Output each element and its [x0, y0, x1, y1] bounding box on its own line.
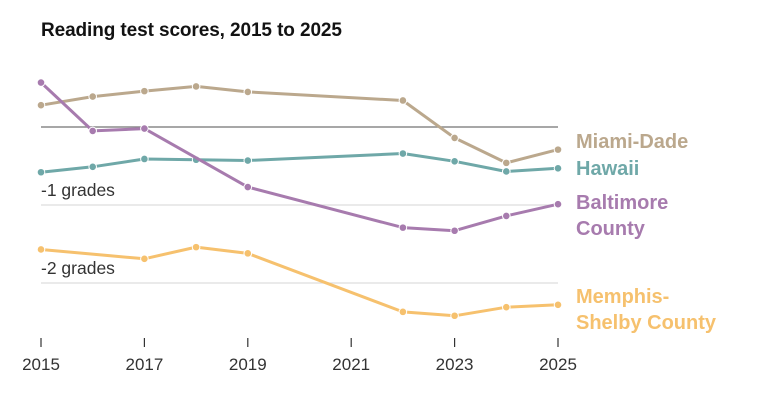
data-point — [398, 149, 408, 158]
x-axis: 2015 2017 2019 2021 2023 2025 — [22, 338, 577, 374]
series-hawaii — [36, 149, 563, 177]
data-point — [243, 249, 253, 258]
chart-title: Reading test scores, 2015 to 2025 — [41, 20, 342, 41]
series-label: Hawaii — [576, 158, 639, 180]
data-point — [553, 300, 563, 310]
series-miami-dade — [36, 82, 563, 168]
data-point — [243, 156, 253, 165]
series-line — [39, 245, 560, 318]
series-line — [39, 84, 560, 165]
x-tick-label: 2021 — [332, 355, 370, 374]
data-point — [140, 154, 149, 164]
data-point — [36, 245, 46, 254]
data-point — [140, 124, 149, 133]
data-point — [450, 226, 459, 236]
data-point — [191, 82, 201, 91]
data-point — [502, 158, 511, 168]
series-label: Memphis- — [576, 286, 669, 308]
reference-line-label: -1 grades — [41, 180, 115, 200]
data-point — [88, 92, 97, 101]
data-point — [553, 145, 563, 154]
data-point — [502, 167, 511, 176]
series-label: County — [576, 218, 646, 240]
data-point — [88, 162, 97, 172]
data-point — [191, 242, 201, 252]
data-point — [140, 254, 149, 264]
data-point — [398, 96, 408, 105]
series-line — [39, 81, 560, 233]
data-point — [36, 78, 46, 87]
data-point — [502, 211, 511, 221]
data-point — [553, 199, 563, 209]
series-labels: Miami-Dade Hawaii Baltimore County Memphis- S… — [576, 131, 717, 334]
series-line — [39, 152, 560, 174]
reference-lines: -1 grades -2 grades — [41, 126, 558, 284]
x-tick-label: 2019 — [229, 355, 267, 374]
x-tick-label: 2025 — [539, 355, 577, 374]
data-point — [140, 86, 149, 96]
data-point — [398, 307, 408, 317]
data-point — [450, 157, 459, 166]
series-label: Shelby County — [576, 312, 717, 334]
x-tick-label: 2015 — [22, 355, 60, 374]
data-point — [243, 87, 253, 97]
data-point — [450, 133, 459, 143]
data-point — [398, 223, 408, 232]
x-tick-label: 2017 — [125, 355, 163, 374]
data-point — [36, 100, 46, 110]
series-baltimore-county — [36, 78, 563, 236]
data-point — [36, 167, 46, 177]
series-memphis-shelby-county — [36, 242, 563, 321]
data-point — [88, 126, 97, 136]
series-label: Miami-Dade — [576, 131, 688, 153]
data-point — [450, 311, 459, 321]
reference-line-label: -2 grades — [41, 258, 115, 278]
series-label: Baltimore — [576, 192, 668, 214]
data-point — [502, 302, 511, 312]
x-tick-label: 2023 — [436, 355, 474, 374]
data-point — [553, 164, 563, 173]
series-layer — [36, 78, 563, 321]
data-point — [243, 182, 253, 192]
